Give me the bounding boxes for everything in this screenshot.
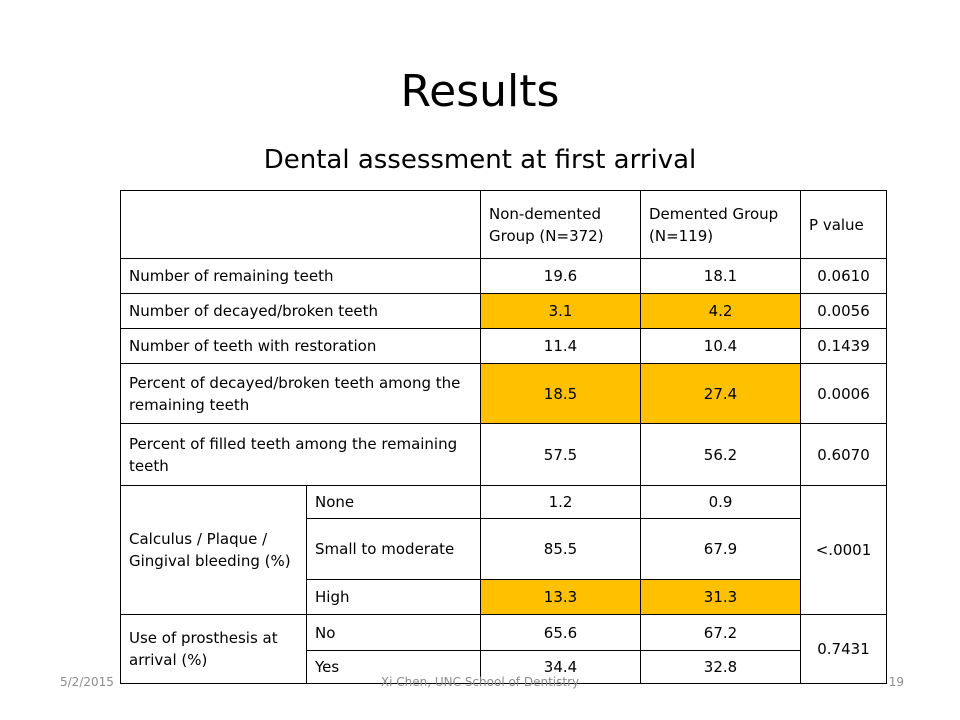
row-label: Percent of decayed/broken teeth among th… — [120, 363, 481, 424]
table-row: Percent of filled teeth among the remain… — [120, 423, 887, 486]
non-demented-value: 1.2 — [480, 485, 641, 519]
demented-value: 32.8 — [640, 650, 801, 684]
table-row: Yes 34.4 32.8 — [121, 650, 887, 684]
row-label: Percent of filled teeth among the remain… — [120, 423, 481, 486]
table-row: Number of remaining teeth 19.6 18.1 0.06… — [120, 258, 887, 294]
level-label: None — [306, 485, 481, 519]
p-value: 0.0610 — [800, 258, 887, 294]
non-demented-value: 34.4 — [480, 650, 641, 684]
level-label: No — [306, 614, 481, 651]
slide-subtitle: Dental assessment at first arrival — [263, 145, 697, 175]
row-label: Number of decayed/broken teeth — [120, 293, 481, 329]
prosthesis-p-value: 0.7431 — [800, 614, 887, 684]
p-value: 0.6070 — [800, 423, 887, 486]
level-label: Small to moderate — [306, 518, 481, 580]
p-value: 0.1439 — [800, 328, 887, 364]
table-header-row: Non-demented Group (N=372) Demented Grou… — [120, 190, 887, 259]
non-demented-value: 85.5 — [480, 518, 641, 580]
demented-value: 31.3 — [640, 579, 801, 615]
table-row: Small to moderate 85.5 67.9 — [121, 518, 887, 580]
table-row: Number of decayed/broken teeth 3.1 4.2 0… — [120, 293, 887, 329]
footer-date: 5/2/2015 — [60, 675, 114, 689]
slide-title: Results — [400, 66, 560, 117]
p-value: 0.0006 — [800, 363, 887, 424]
footer-author: Xi Chen, UNC School of Dentistry — [380, 675, 580, 689]
level-label: Yes — [306, 650, 481, 684]
results-table: Non-demented Group (N=372) Demented Grou… — [120, 190, 887, 684]
demented-value: 18.1 — [640, 258, 801, 294]
calculus-group-label: Calculus / Plaque / Gingival bleeding (%… — [120, 485, 307, 615]
header-demented: Demented Group (N=119) — [640, 190, 801, 259]
non-demented-value: 13.3 — [480, 579, 641, 615]
non-demented-value: 19.6 — [480, 258, 641, 294]
table-row: Number of teeth with restoration 11.4 10… — [120, 328, 887, 364]
demented-value: 67.2 — [640, 614, 801, 651]
demented-value: 0.9 — [640, 485, 801, 519]
demented-value: 56.2 — [640, 423, 801, 486]
row-label: Number of teeth with restoration — [120, 328, 481, 364]
header-p-value: P value — [800, 190, 887, 259]
demented-value: 27.4 — [640, 363, 801, 424]
non-demented-value: 57.5 — [480, 423, 641, 486]
row-label: Number of remaining teeth — [120, 258, 481, 294]
non-demented-value: 3.1 — [480, 293, 641, 329]
header-non-demented: Non-demented Group (N=372) — [480, 190, 641, 259]
non-demented-value: 11.4 — [480, 328, 641, 364]
non-demented-value: 65.6 — [480, 614, 641, 651]
table-row: High 13.3 31.3 — [121, 579, 887, 615]
calculus-p-value: <.0001 — [800, 485, 887, 615]
table-row: Use of prosthesis at arrival (%) No 65.6… — [120, 614, 887, 684]
table-row: Percent of decayed/broken teeth among th… — [120, 363, 887, 424]
level-label: High — [306, 579, 481, 615]
prosthesis-group-label: Use of prosthesis at arrival (%) — [120, 614, 307, 684]
header-empty-cell — [120, 190, 481, 259]
table-row: Calculus / Plaque / Gingival bleeding (%… — [120, 485, 887, 615]
non-demented-value: 18.5 — [480, 363, 641, 424]
demented-value: 4.2 — [640, 293, 801, 329]
footer-page-number: 19 — [888, 675, 904, 689]
p-value: 0.0056 — [800, 293, 887, 329]
demented-value: 10.4 — [640, 328, 801, 364]
demented-value: 67.9 — [640, 518, 801, 580]
